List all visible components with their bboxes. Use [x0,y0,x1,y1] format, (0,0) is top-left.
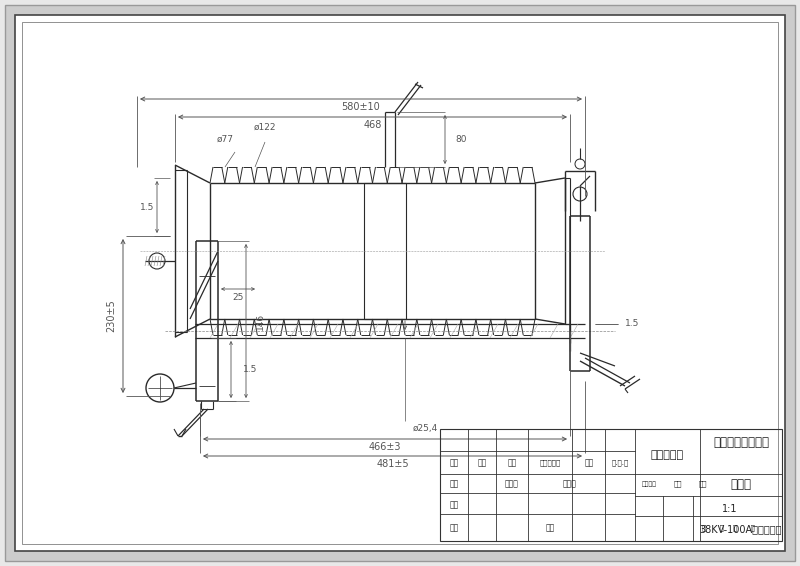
Text: 468: 468 [363,120,382,130]
Text: 标准化: 标准化 [563,479,577,488]
Text: 1.5: 1.5 [243,365,258,374]
Text: 80: 80 [455,135,466,144]
Text: ø122: ø122 [254,122,276,131]
Text: ø25,4: ø25,4 [412,424,438,434]
Text: 审核: 审核 [450,501,458,509]
Text: 230±5: 230±5 [106,299,116,332]
Text: 陶瓷熔断器: 陶瓷熔断器 [651,450,684,460]
Text: 共      张    第      张: 共 张 第 张 [702,524,755,531]
Text: 25: 25 [232,293,244,302]
Text: 年.月.日: 年.月.日 [611,459,629,466]
Text: 481±5: 481±5 [376,459,409,469]
Text: 处数: 处数 [478,458,486,467]
Text: 重光明: 重光明 [505,479,519,488]
Text: 标记: 标记 [450,458,458,467]
Text: 阶段标记: 阶段标记 [642,481,657,487]
Text: 1.5: 1.5 [140,203,154,212]
Text: 总装图: 总装图 [730,478,751,491]
Text: 工艺: 工艺 [450,523,458,532]
Text: 设计: 设计 [450,479,458,488]
Text: ø77: ø77 [217,135,234,144]
Text: 1:1: 1:1 [722,504,738,513]
Text: 1.5: 1.5 [625,319,639,328]
Text: 分区: 分区 [507,458,517,467]
Text: 146: 146 [256,312,265,329]
Text: 恒特电气有限公司: 恒特电气有限公司 [713,436,769,449]
Text: 更改文件号: 更改文件号 [539,459,561,466]
Text: 重量: 重量 [674,481,682,487]
Text: 580±10: 580±10 [342,102,380,112]
Bar [440,429,782,541]
Text: 466±3: 466±3 [369,442,402,452]
Text: 38KV-100A陶瓷熔断器: 38KV-100A陶瓷熔断器 [700,524,782,534]
Text: 比例: 比例 [698,481,707,487]
Text: 批准: 批准 [546,523,554,532]
Text: 签名: 签名 [584,458,594,467]
